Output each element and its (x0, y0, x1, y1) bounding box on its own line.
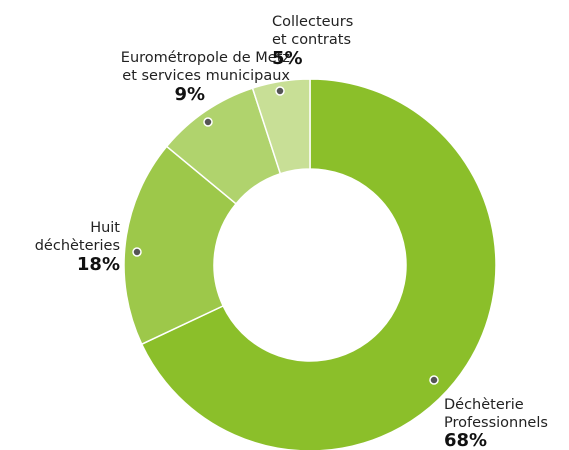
donut-slice (123, 145, 238, 346)
label-dot (429, 375, 439, 385)
slice-label: Collecteurs (272, 14, 353, 30)
label-dot (275, 86, 285, 96)
slice-label: Eurométropole de Metz (121, 50, 290, 66)
donut-slice (140, 78, 497, 450)
slice-value-label: 18% (77, 254, 120, 275)
slice-label: Déchèterie (444, 397, 524, 413)
slice-value-label: 9% (174, 84, 205, 105)
donut-slice (251, 78, 311, 175)
label-dot (132, 247, 142, 257)
slice-label: déchèteries (35, 238, 120, 254)
label-dot (203, 117, 213, 127)
slice-value-label: 5% (272, 48, 303, 69)
slice-label: Huit (90, 220, 120, 236)
slice-label: et services municipaux (122, 68, 290, 84)
slice-label: et contrats (272, 32, 351, 48)
slice-label: Professionnels (444, 415, 548, 431)
slice-value-label: 68% (444, 430, 487, 450)
